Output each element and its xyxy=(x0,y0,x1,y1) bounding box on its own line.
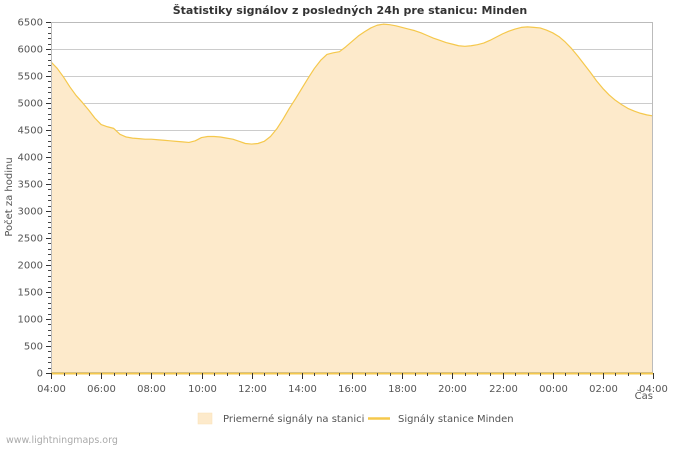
y-tick-label-4000: 4000 xyxy=(18,153,43,164)
x-tick-label-04:00: 04:00 xyxy=(37,384,66,395)
y-tick-label-3000: 3000 xyxy=(18,207,43,218)
x-tick-label-02:00: 02:00 xyxy=(589,384,618,395)
legend-label-average-signals: Priemerné signály na stanici xyxy=(223,413,364,425)
x-tick-label-12:00: 12:00 xyxy=(238,384,267,395)
x-tick-label-18:00: 18:00 xyxy=(388,384,417,395)
y-tick-label-3500: 3500 xyxy=(18,180,43,191)
series-line xyxy=(50,23,654,145)
x-tick-label-14:00: 14:00 xyxy=(288,384,317,395)
legend-label-station-signals: Signály stanice Minden xyxy=(398,413,514,425)
y-tick-label-1500: 1500 xyxy=(18,288,43,299)
x-tick-label-20:00: 20:00 xyxy=(438,384,467,395)
y-tick-label-6500: 6500 xyxy=(18,18,43,29)
y-tick-label-5500: 5500 xyxy=(18,72,43,83)
y-tick-label-2500: 2500 xyxy=(18,234,43,245)
y-axis-tick-labels: 0 500 1000 1500 2000 2500 3000 3500 4000 4500 5000… xyxy=(18,18,43,380)
y-tick-label-500: 500 xyxy=(24,342,43,353)
area-fill-path xyxy=(51,24,653,373)
y-tick-label-0: 0 xyxy=(37,369,43,380)
legend-swatch-average-signals xyxy=(197,412,213,425)
y-tick-label-4500: 4500 xyxy=(18,126,43,137)
x-axis-ticks xyxy=(51,373,654,379)
x-axis-tick-labels: 04:00 06:00 08:00 10:00 12:00 14:00 16:00 18:00… xyxy=(37,384,668,395)
x-tick-label-22:00: 22:00 xyxy=(489,384,518,395)
x-tick-label-04:00: 04:00 xyxy=(639,384,668,395)
chart-legend: Priemerné signály na stanici Signály sta… xyxy=(197,412,514,425)
y-tick-label-5000: 5000 xyxy=(18,99,43,110)
x-tick-label-06:00: 06:00 xyxy=(87,384,116,395)
x-tick-label-00:00: 00:00 xyxy=(539,384,568,395)
y-axis-ticks xyxy=(46,22,51,374)
x-axis-label: Čas xyxy=(635,389,653,402)
x-tick-label-10:00: 10:00 xyxy=(188,384,217,395)
series-area-fill xyxy=(51,24,653,373)
y-tick-label-1000: 1000 xyxy=(18,315,43,326)
series-line-path xyxy=(50,23,654,145)
x-tick-label-16:00: 16:00 xyxy=(338,384,367,395)
y-axis-label: Počet za hodinu xyxy=(3,157,15,236)
chart-title: Štatistiky signálov z posledných 24h pre… xyxy=(173,4,527,17)
watermark-label: www.lightningmaps.org xyxy=(6,435,118,446)
x-tick-label-08:00: 08:00 xyxy=(137,384,166,395)
y-tick-label-2000: 2000 xyxy=(18,261,43,272)
y-tick-label-6000: 6000 xyxy=(18,45,43,56)
